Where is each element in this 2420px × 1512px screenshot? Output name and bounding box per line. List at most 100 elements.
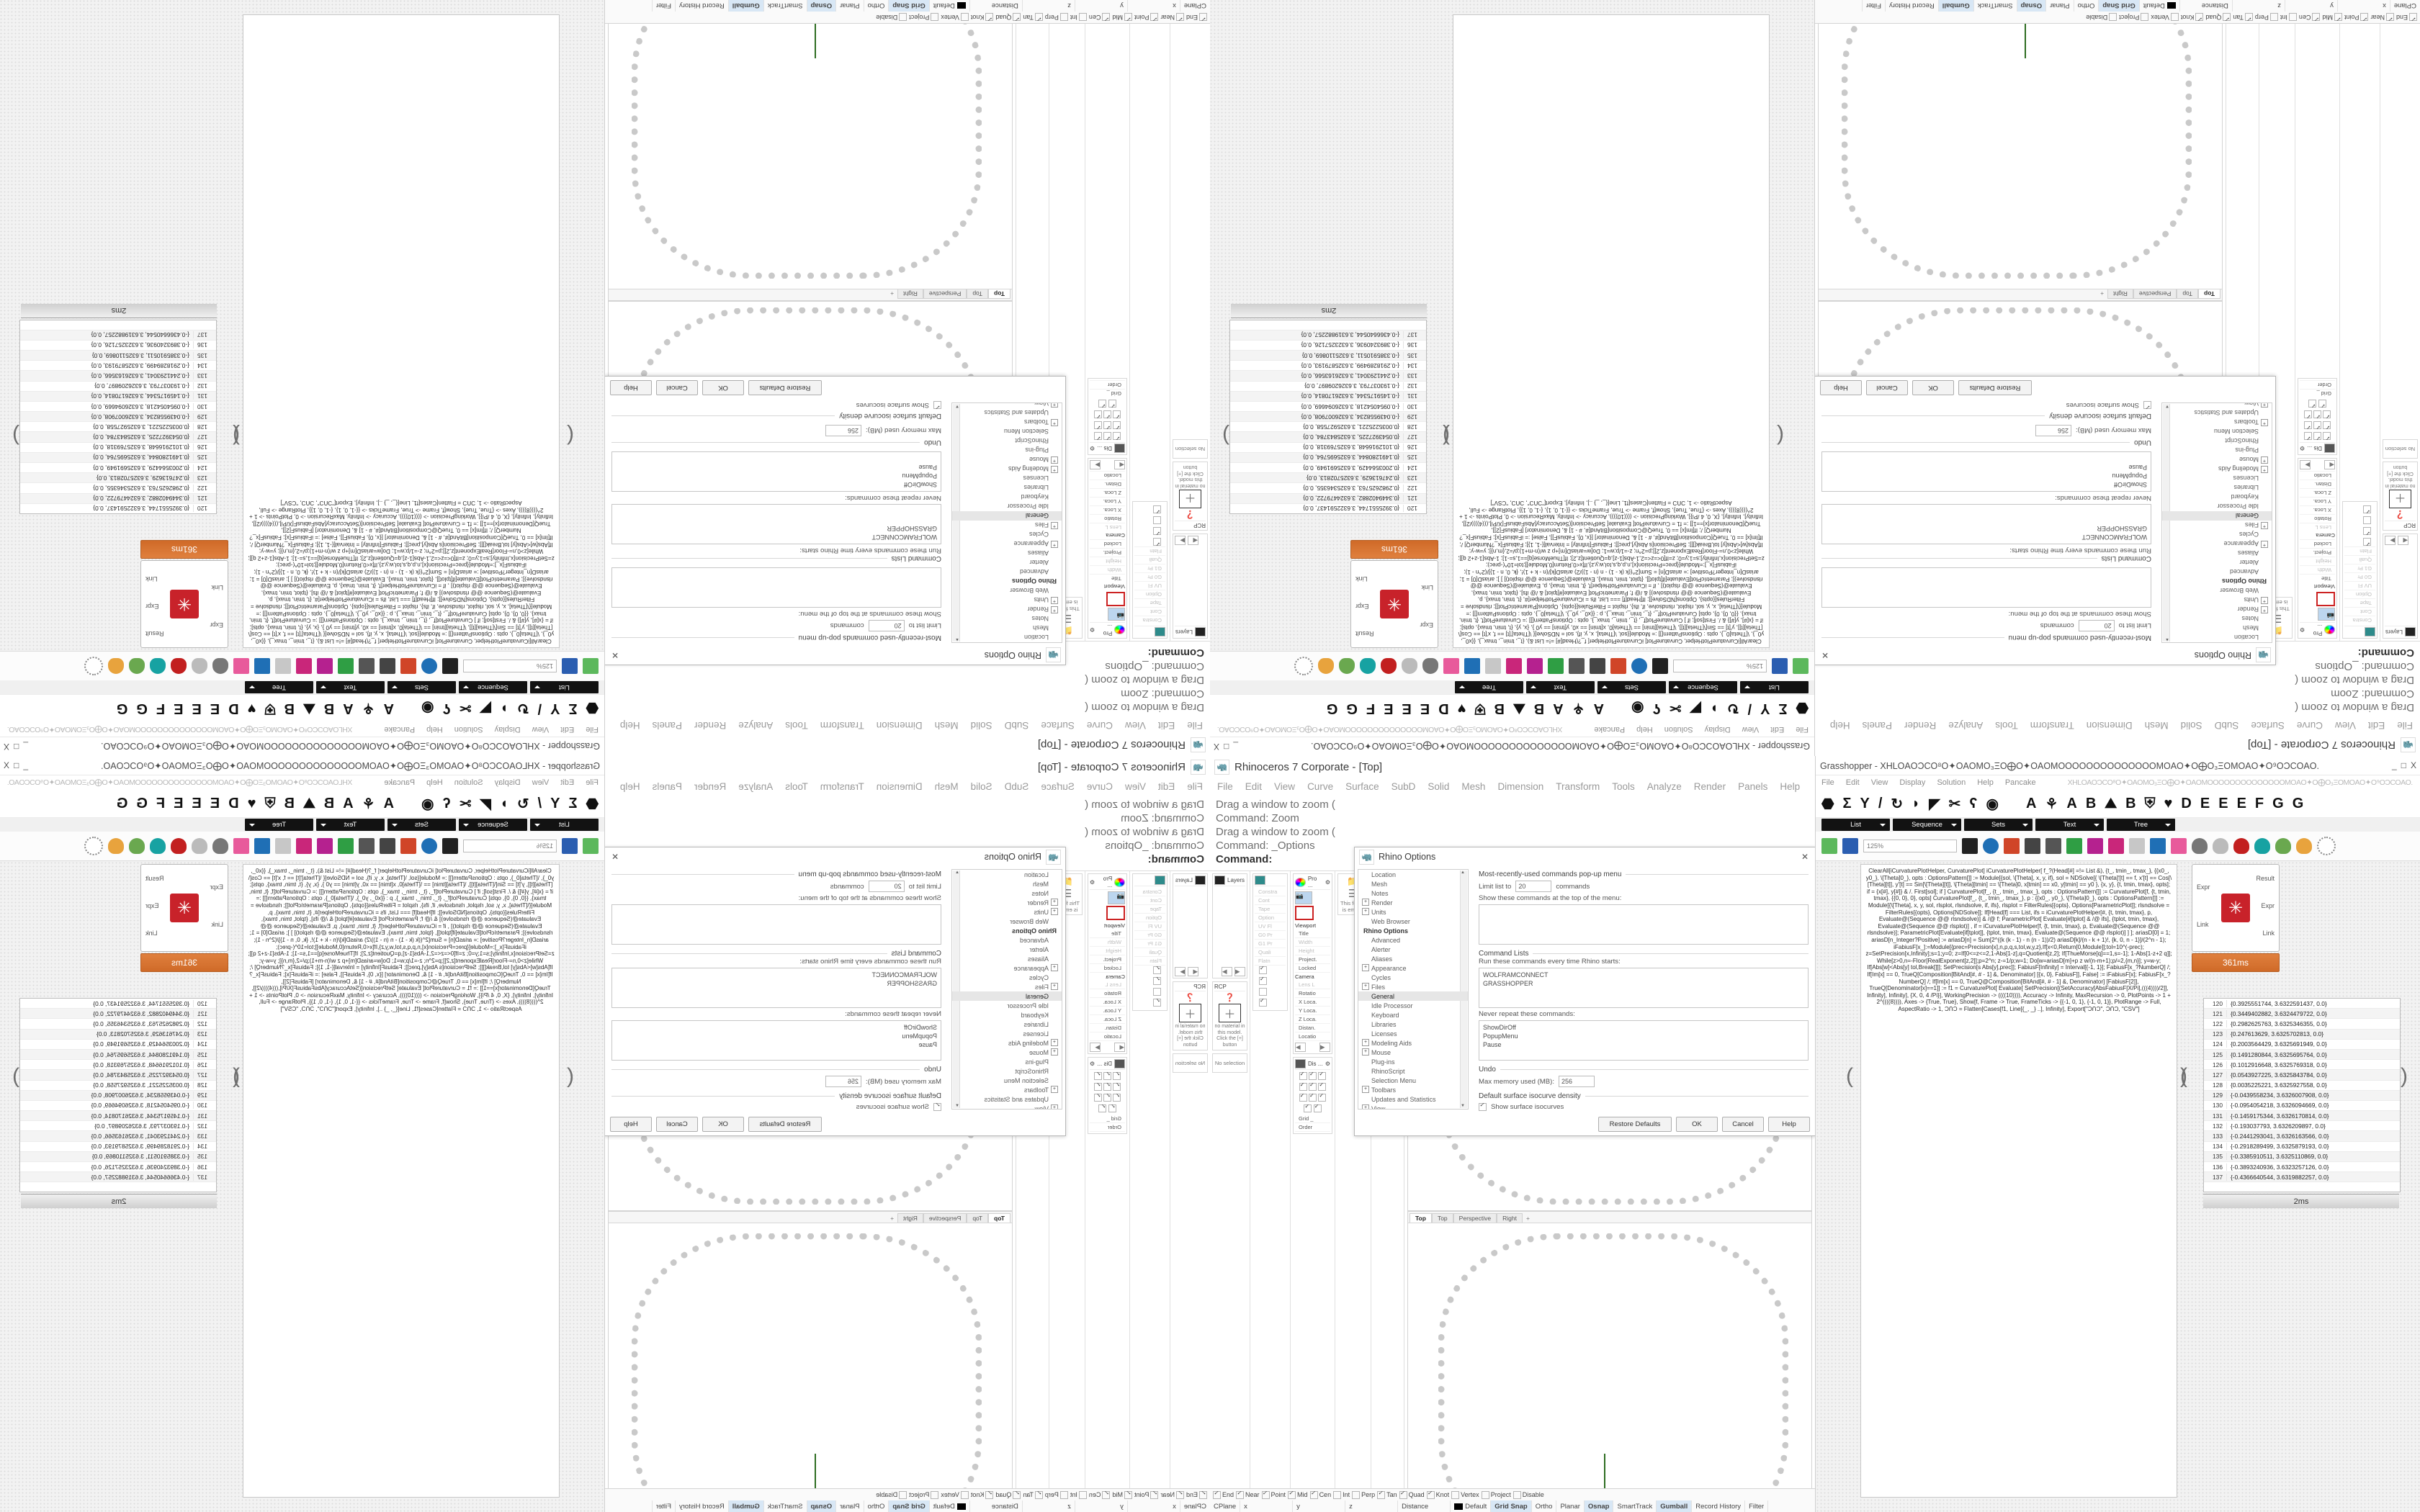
layers-box[interactable]: Layers ◀ ▶ bbox=[1173, 873, 1208, 978]
table-row[interactable]: 133 {-0.2441293041, 3.6326163566, 0.0} bbox=[20, 1131, 216, 1142]
display-checkbox[interactable] bbox=[1093, 432, 1102, 440]
tree-node-notes[interactable]: Notes bbox=[1031, 615, 1049, 623]
table-row[interactable]: 128 {0.0035225221, 3.6325927558, 0.0} bbox=[2204, 1081, 2400, 1091]
tree-node-render[interactable]: Render bbox=[2162, 605, 2272, 614]
grasshopper-canvas[interactable]: ClearAll[iCurvaturePlotHelper, Curvature… bbox=[1816, 861, 2420, 1512]
publish-icon[interactable] bbox=[1548, 658, 1564, 674]
tree-node-idle-processor[interactable]: Idle Processor bbox=[1007, 1002, 1049, 1009]
port-out-result[interactable]: Result bbox=[1355, 630, 1374, 637]
tree-node-aliases[interactable]: Aliases bbox=[1027, 549, 1049, 557]
grasshopper-tabbar[interactable]: List Sequence Sets Text Tree bbox=[0, 818, 604, 832]
gear-icon[interactable]: ⚙ bbox=[1325, 1061, 1330, 1067]
display-checkbox[interactable] bbox=[1103, 1083, 1111, 1091]
run-commands-listbox[interactable]: WOLFRAMCONNECT GRASSHOPPER bbox=[611, 504, 941, 544]
menu-item-dimension[interactable]: Dimension bbox=[876, 720, 923, 732]
cancel-button[interactable]: Cancel bbox=[1722, 1117, 1764, 1132]
display-checkbox[interactable] bbox=[1318, 1071, 1327, 1080]
zoom-level-input[interactable]: 125% bbox=[463, 840, 557, 852]
panel-layers[interactable]: Layers ◀ ▶ RCP ❓ ＋ no material in this m… bbox=[1170, 871, 1210, 1512]
cat-icon-maths[interactable]: Σ bbox=[568, 701, 578, 717]
display-checkbox[interactable] bbox=[1113, 1094, 1121, 1102]
display-checkbox[interactable] bbox=[2313, 410, 2321, 418]
viewport-tabbar[interactable]: Top Top Perspective Right + bbox=[1819, 289, 2222, 300]
menu-item-panels[interactable]: Panels bbox=[652, 780, 682, 792]
osnap-quad[interactable]: Quad bbox=[995, 1490, 1021, 1500]
cat-icon-params[interactable]: ⬣ bbox=[586, 796, 599, 812]
tree-node-general[interactable]: General bbox=[952, 991, 1062, 1001]
tree-node-alerter[interactable]: Alerter bbox=[2239, 559, 2259, 567]
tree-node-web-browser[interactable]: Web Browser bbox=[1010, 587, 1049, 595]
prop-row-location[interactable]: Locatio bbox=[1090, 1032, 1125, 1041]
cat-icon-intersect[interactable]: ✂ bbox=[459, 796, 472, 812]
menu-item-mesh[interactable]: Mesh bbox=[1461, 780, 1486, 792]
tree-node-mesh[interactable]: Mesh bbox=[1032, 880, 1049, 888]
gh-menu-file[interactable]: File bbox=[586, 725, 599, 734]
gh-menu-display[interactable]: Display bbox=[1704, 725, 1731, 734]
prop-scroll-right[interactable]: ▶ bbox=[1090, 460, 1101, 469]
prop-scroll-left[interactable]: ◀ bbox=[1114, 460, 1125, 469]
constraint-checkbox[interactable] bbox=[1259, 976, 1267, 985]
table-row[interactable]: 126 {0.1012916648, 3.6325769318, 0.0} bbox=[2204, 1060, 2400, 1071]
status-cplane[interactable]: CPlane bbox=[1210, 1500, 1241, 1512]
table-row[interactable]: 137 {-0.4366640544, 3.6319882257, 0.0} bbox=[2204, 1172, 2400, 1183]
cat-icon-e1[interactable]: E bbox=[210, 795, 220, 811]
tree-node-notes[interactable]: Notes bbox=[1371, 889, 1389, 897]
constraint-checkbox[interactable] bbox=[2363, 516, 2371, 524]
bake-icon[interactable] bbox=[2004, 838, 2020, 854]
zoom-extents-icon[interactable] bbox=[442, 838, 458, 854]
viewport-tab-top[interactable]: Top bbox=[988, 289, 1010, 299]
status-smarttrack[interactable]: SmartTrack bbox=[763, 1500, 807, 1512]
tree-node-alerter[interactable]: Alerter bbox=[1371, 945, 1391, 953]
viewport-tab-perspective[interactable]: Perspective bbox=[923, 289, 967, 299]
table-row[interactable]: 137 {-0.4366640544, 3.6319882257, 0.0} bbox=[20, 329, 216, 340]
viewport-tab-top[interactable]: Top bbox=[2198, 289, 2220, 299]
prop-row-title[interactable]: Title bbox=[2300, 574, 2335, 582]
cat-icon-maths[interactable]: Σ bbox=[1778, 701, 1788, 717]
cat-icon-b2[interactable]: ⛰ bbox=[2105, 795, 2118, 811]
osnap-near[interactable]: Near bbox=[1160, 1490, 1184, 1500]
prop-row-y-location[interactable]: Y Loca. bbox=[1295, 1007, 1330, 1015]
grasshopper-toolbar[interactable]: 125% bbox=[0, 832, 604, 861]
cat-icon-c2[interactable]: ♥ bbox=[1457, 701, 1466, 717]
tree-node-files[interactable]: Files bbox=[2162, 521, 2272, 530]
port-in-expr[interactable]: Expr bbox=[210, 621, 223, 629]
display-checkbox[interactable] bbox=[1318, 1092, 1327, 1102]
constraint-checkbox[interactable] bbox=[1153, 538, 1161, 546]
prop-row-locked[interactable]: Locked bbox=[2300, 539, 2335, 548]
prop-row-x-location[interactable]: X Loca. bbox=[2300, 505, 2335, 514]
tree-node-notes[interactable]: Notes bbox=[1031, 889, 1049, 897]
panel-constraints[interactable]: Constra Cont Tape Option UV Fl G0 Pr G1 … bbox=[1129, 871, 1170, 1512]
gear-icon[interactable]: ⚙ bbox=[1325, 878, 1330, 886]
rhino-options-dialog[interactable]: 🦏 Rhino Options ✕ Location Mesh Notes Re… bbox=[604, 376, 1066, 665]
osnap-end[interactable]: End bbox=[1186, 13, 1207, 22]
constraint-checkbox[interactable] bbox=[1153, 527, 1161, 535]
selection-lasso-icon[interactable] bbox=[84, 657, 103, 675]
cat-icon-f[interactable]: F bbox=[156, 795, 166, 811]
tree-node-libraries[interactable]: Libraries bbox=[2233, 484, 2259, 492]
tree-node-view[interactable]: View bbox=[952, 402, 1062, 408]
help-icon[interactable]: ❓ bbox=[1185, 510, 1196, 518]
tree-node-units[interactable]: Units bbox=[952, 595, 1062, 605]
menu-item-panels[interactable]: Panels bbox=[1738, 780, 1768, 792]
wolfram-expression-component[interactable]: ✳ Expr Link Result Expr Link bbox=[140, 560, 228, 648]
gh-menu-solution[interactable]: Solution bbox=[454, 778, 483, 787]
rhino-window[interactable]: 🦏 Rhinoceros 7 Corporate - [Top] File Ed… bbox=[1210, 756, 1816, 1512]
table-row[interactable]: 132 {-0.193037793, 3.6326209897, 0.0} bbox=[20, 1121, 216, 1132]
save-file-icon[interactable] bbox=[562, 838, 578, 854]
help-icon[interactable]: ❓ bbox=[1185, 994, 1196, 1002]
prop-row-z-location[interactable]: Z Loca. bbox=[1295, 1015, 1330, 1024]
display-checkbox[interactable] bbox=[2323, 410, 2331, 418]
tree-node-alerter[interactable]: Alerter bbox=[1029, 945, 1049, 953]
display-checkbox[interactable] bbox=[1309, 1071, 1317, 1080]
close-icon[interactable]: ✕ bbox=[611, 650, 619, 660]
menu-item-surface[interactable]: Surface bbox=[1041, 720, 1075, 732]
cat-icon-g2[interactable]: G bbox=[2292, 795, 2304, 811]
tree-node-render[interactable]: Render bbox=[952, 605, 1062, 614]
viewport-canvas[interactable] bbox=[1819, 0, 2222, 289]
document-icon[interactable] bbox=[275, 658, 291, 674]
tree-node-idle-processor[interactable]: Idle Processor bbox=[1007, 503, 1049, 510]
display-checkbox[interactable] bbox=[1113, 432, 1121, 440]
zoom-extents-icon[interactable] bbox=[1962, 838, 1978, 854]
panel-properties[interactable]: Pro ... ⚙ 📷 Viewport Title Width Height … bbox=[1085, 0, 1129, 641]
osnap-point[interactable]: Point bbox=[1134, 13, 1159, 22]
